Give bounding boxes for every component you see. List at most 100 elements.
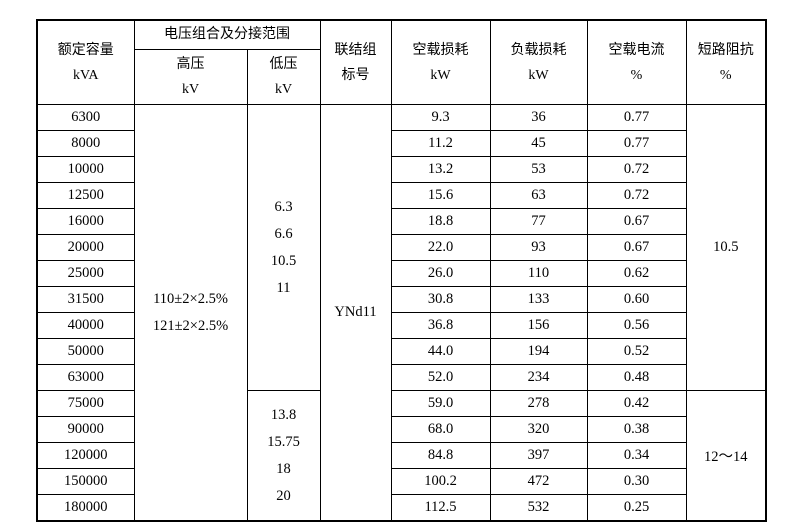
load-loss-cell: 156 xyxy=(489,312,588,339)
capacity-cell: 25000 xyxy=(36,260,135,287)
capacity-cell: 31500 xyxy=(36,286,135,313)
load-loss-cell: 110 xyxy=(489,260,588,287)
no-load-loss-cell: 36.8 xyxy=(390,312,491,339)
col-header-capacity: 额定容量 kVA xyxy=(36,19,135,105)
capacity-cell: 75000 xyxy=(36,390,135,417)
no-load-current-cell: 0.67 xyxy=(586,208,687,235)
no-load-current-cell: 0.62 xyxy=(586,260,687,287)
hv-tapping-cell: 110±2×2.5% 121±2×2.5% xyxy=(133,104,248,522)
col-header-lv: 低压 kV xyxy=(246,49,321,105)
col-header-load-loss: 负载损耗 kW xyxy=(489,19,588,105)
capacity-cell: 90000 xyxy=(36,416,135,443)
load-loss-cell: 36 xyxy=(489,104,588,131)
col-header-connection-line1: 联结组 xyxy=(334,42,377,58)
no-load-loss-cell: 52.0 xyxy=(390,364,491,391)
no-load-loss-cell: 26.0 xyxy=(390,260,491,287)
no-load-loss-cell: 84.8 xyxy=(390,442,491,469)
lv-values-cell-line: 11 xyxy=(276,279,291,296)
load-loss-cell: 77 xyxy=(489,208,588,235)
table-row: 40000 36.8 156 0.56 xyxy=(36,312,766,339)
col-header-capacity-label: 额定容量 xyxy=(57,42,114,58)
col-header-load-loss-label: 负载损耗 xyxy=(510,42,567,58)
no-load-loss-cell: 100.2 xyxy=(390,468,491,495)
no-load-loss-cell: 44.0 xyxy=(390,338,491,365)
impedance-cell: 12～14 xyxy=(685,390,767,522)
no-load-loss-cell: 13.2 xyxy=(390,156,491,183)
load-loss-cell: 397 xyxy=(489,442,588,469)
no-load-current-cell: 0.42 xyxy=(586,390,687,417)
capacity-cell: 8000 xyxy=(36,130,135,157)
load-loss-cell: 320 xyxy=(489,416,588,443)
col-header-no-load-current-label: 空载电流 xyxy=(608,42,665,58)
col-header-voltage-group: 电压组合及分接范围 xyxy=(133,19,321,50)
table-row: 16000 18.8 77 0.67 xyxy=(36,208,766,235)
impedance-cell: 10.5 xyxy=(685,104,767,391)
load-loss-cell: 234 xyxy=(489,364,588,391)
no-load-current-cell: 0.67 xyxy=(586,234,687,261)
capacity-cell: 20000 xyxy=(36,234,135,261)
col-header-impedance-label: 短路阻抗 xyxy=(697,42,754,58)
lv-values-cell-line: 15.75 xyxy=(267,433,300,450)
table-row: 180000 112.5 532 0.25 xyxy=(36,494,766,522)
no-load-loss-cell: 9.3 xyxy=(390,104,491,131)
capacity-cell: 120000 xyxy=(36,442,135,469)
no-load-current-cell: 0.48 xyxy=(586,364,687,391)
table-row: 8000 11.2 45 0.77 xyxy=(36,130,766,157)
capacity-cell: 10000 xyxy=(36,156,135,183)
capacity-cell: 180000 xyxy=(36,494,135,522)
no-load-loss-cell: 59.0 xyxy=(390,390,491,417)
no-load-current-cell: 0.25 xyxy=(586,494,687,522)
no-load-current-cell: 0.77 xyxy=(586,130,687,157)
table-row: 120000 84.8 397 0.34 xyxy=(36,442,766,469)
col-header-capacity-unit: kVA xyxy=(73,67,99,83)
no-load-current-cell: 0.72 xyxy=(586,156,687,183)
lv-values-cell-line: 6.6 xyxy=(274,225,293,242)
load-loss-cell: 278 xyxy=(489,390,588,417)
load-loss-cell: 194 xyxy=(489,338,588,365)
col-header-impedance: 短路阻抗 % xyxy=(685,19,767,105)
transformer-spec-table: 额定容量 kVA 电压组合及分接范围 联结组 标号 空载损耗 kW 负载损耗 k… xyxy=(36,19,767,522)
col-header-lv-label: 低压 xyxy=(269,57,298,72)
table-row: 10000 13.2 53 0.72 xyxy=(36,156,766,183)
load-loss-cell: 45 xyxy=(489,130,588,157)
col-header-load-loss-unit: kW xyxy=(528,67,549,83)
col-header-lv-unit: kV xyxy=(274,82,293,97)
capacity-cell: 16000 xyxy=(36,208,135,235)
no-load-current-cell: 0.77 xyxy=(586,104,687,131)
no-load-current-cell: 0.52 xyxy=(586,338,687,365)
lv-values-cell-line: 6.3 xyxy=(274,198,293,215)
lv-values-cell-line: 13.8 xyxy=(270,406,297,423)
no-load-current-cell: 0.30 xyxy=(586,468,687,495)
hv-tapping-cell-line: 121±2×2.5% xyxy=(152,317,229,334)
no-load-current-cell: 0.60 xyxy=(586,286,687,313)
no-load-loss-cell: 22.0 xyxy=(390,234,491,261)
table-row: 150000 100.2 472 0.30 xyxy=(36,468,766,495)
capacity-cell: 50000 xyxy=(36,338,135,365)
col-header-hv-unit: kV xyxy=(181,82,200,97)
capacity-cell: 150000 xyxy=(36,468,135,495)
no-load-loss-cell: 112.5 xyxy=(390,494,491,522)
col-header-impedance-unit: % xyxy=(719,67,732,83)
capacity-cell: 6300 xyxy=(36,104,135,131)
col-header-connection-line2: 标号 xyxy=(341,67,370,83)
col-header-no-load-loss-label: 空载损耗 xyxy=(412,42,469,58)
col-header-no-load-current: 空载电流 % xyxy=(586,19,687,105)
load-loss-cell: 532 xyxy=(489,494,588,522)
no-load-current-cell: 0.34 xyxy=(586,442,687,469)
table-row: 90000 68.0 320 0.38 xyxy=(36,416,766,443)
capacity-cell: 12500 xyxy=(36,182,135,209)
no-load-current-cell: 0.56 xyxy=(586,312,687,339)
connection-symbol-cell: YNd11 xyxy=(319,104,392,522)
table-row: 75000 13.8 15.75 18 20 59.0 278 0.42 12～14 xyxy=(36,390,767,522)
col-header-no-load-current-unit: % xyxy=(630,67,643,83)
table-row: 25000 26.0 110 0.62 xyxy=(36,260,766,287)
col-header-hv-label: 高压 xyxy=(176,57,205,72)
col-header-connection: 联结组 标号 xyxy=(319,19,392,105)
capacity-cell: 40000 xyxy=(36,312,135,339)
load-loss-cell: 63 xyxy=(489,182,588,209)
col-header-no-load-loss-unit: kW xyxy=(430,67,451,83)
capacity-cell: 63000 xyxy=(36,364,135,391)
load-loss-cell: 472 xyxy=(489,468,588,495)
no-load-current-cell: 0.72 xyxy=(586,182,687,209)
col-header-hv: 高压 kV xyxy=(133,49,248,105)
